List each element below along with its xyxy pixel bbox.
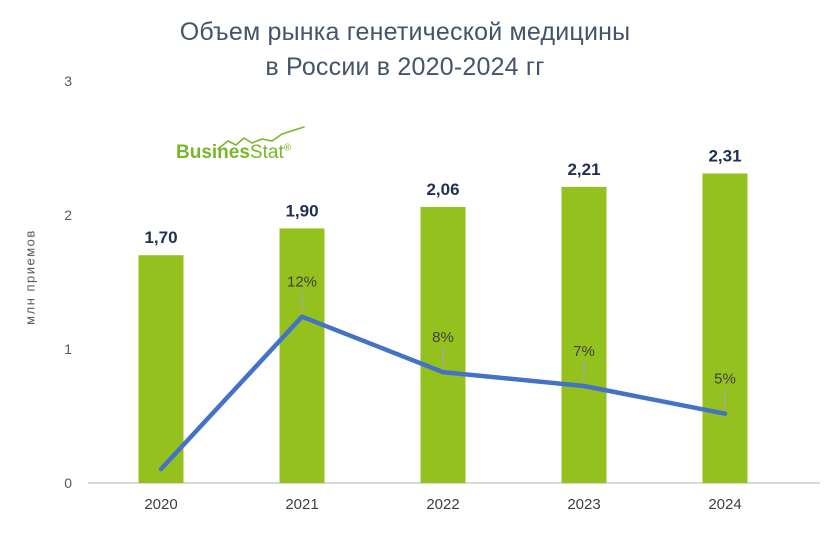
y-tick-label: 3	[64, 73, 72, 89]
logo-text-bold: Busines	[176, 142, 250, 163]
growth-label: 8%	[432, 329, 454, 346]
bar-2023	[561, 186, 607, 484]
logo-registered-mark: ®	[283, 142, 292, 154]
bar-2020	[138, 255, 184, 483]
chart-title: Объем рынка генетической медицины в Росс…	[0, 15, 810, 85]
bar-value-label: 2,31	[708, 146, 741, 165]
x-tick-label: 2023	[567, 496, 600, 513]
bar-2024	[702, 173, 748, 483]
x-tick-label: 2024	[708, 496, 741, 513]
growth-line	[158, 314, 728, 472]
bar-value-label: 2,21	[567, 160, 600, 179]
growth-label: 12%	[287, 274, 317, 291]
bar-value-label: 1,70	[144, 228, 177, 247]
x-tick-label: 2020	[144, 496, 177, 513]
businesstat-logo: BusinesStat®	[176, 126, 326, 168]
y-tick-label: 2	[64, 207, 72, 223]
logo-text-light: Stat	[249, 142, 284, 163]
chart-title-line2: в России в 2020-2024 гг	[265, 53, 545, 81]
logo-text: BusinesStat®	[176, 142, 291, 164]
y-tick-label: 0	[64, 475, 72, 491]
x-tick-label: 2021	[285, 496, 318, 513]
logo-trendline-icon	[217, 126, 305, 150]
bar-2022	[420, 206, 466, 483]
bar-value-label: 1,90	[285, 201, 318, 220]
y-tick-label: 1	[64, 341, 72, 357]
bar-2021	[279, 228, 325, 483]
bar-value-label: 2,06	[426, 180, 459, 199]
growth-label: 5%	[714, 371, 736, 388]
growth-label: 7%	[573, 343, 595, 360]
chart-title-line1: Объем рынка генетической медицины	[179, 18, 631, 46]
x-tick-label: 2022	[426, 496, 459, 513]
